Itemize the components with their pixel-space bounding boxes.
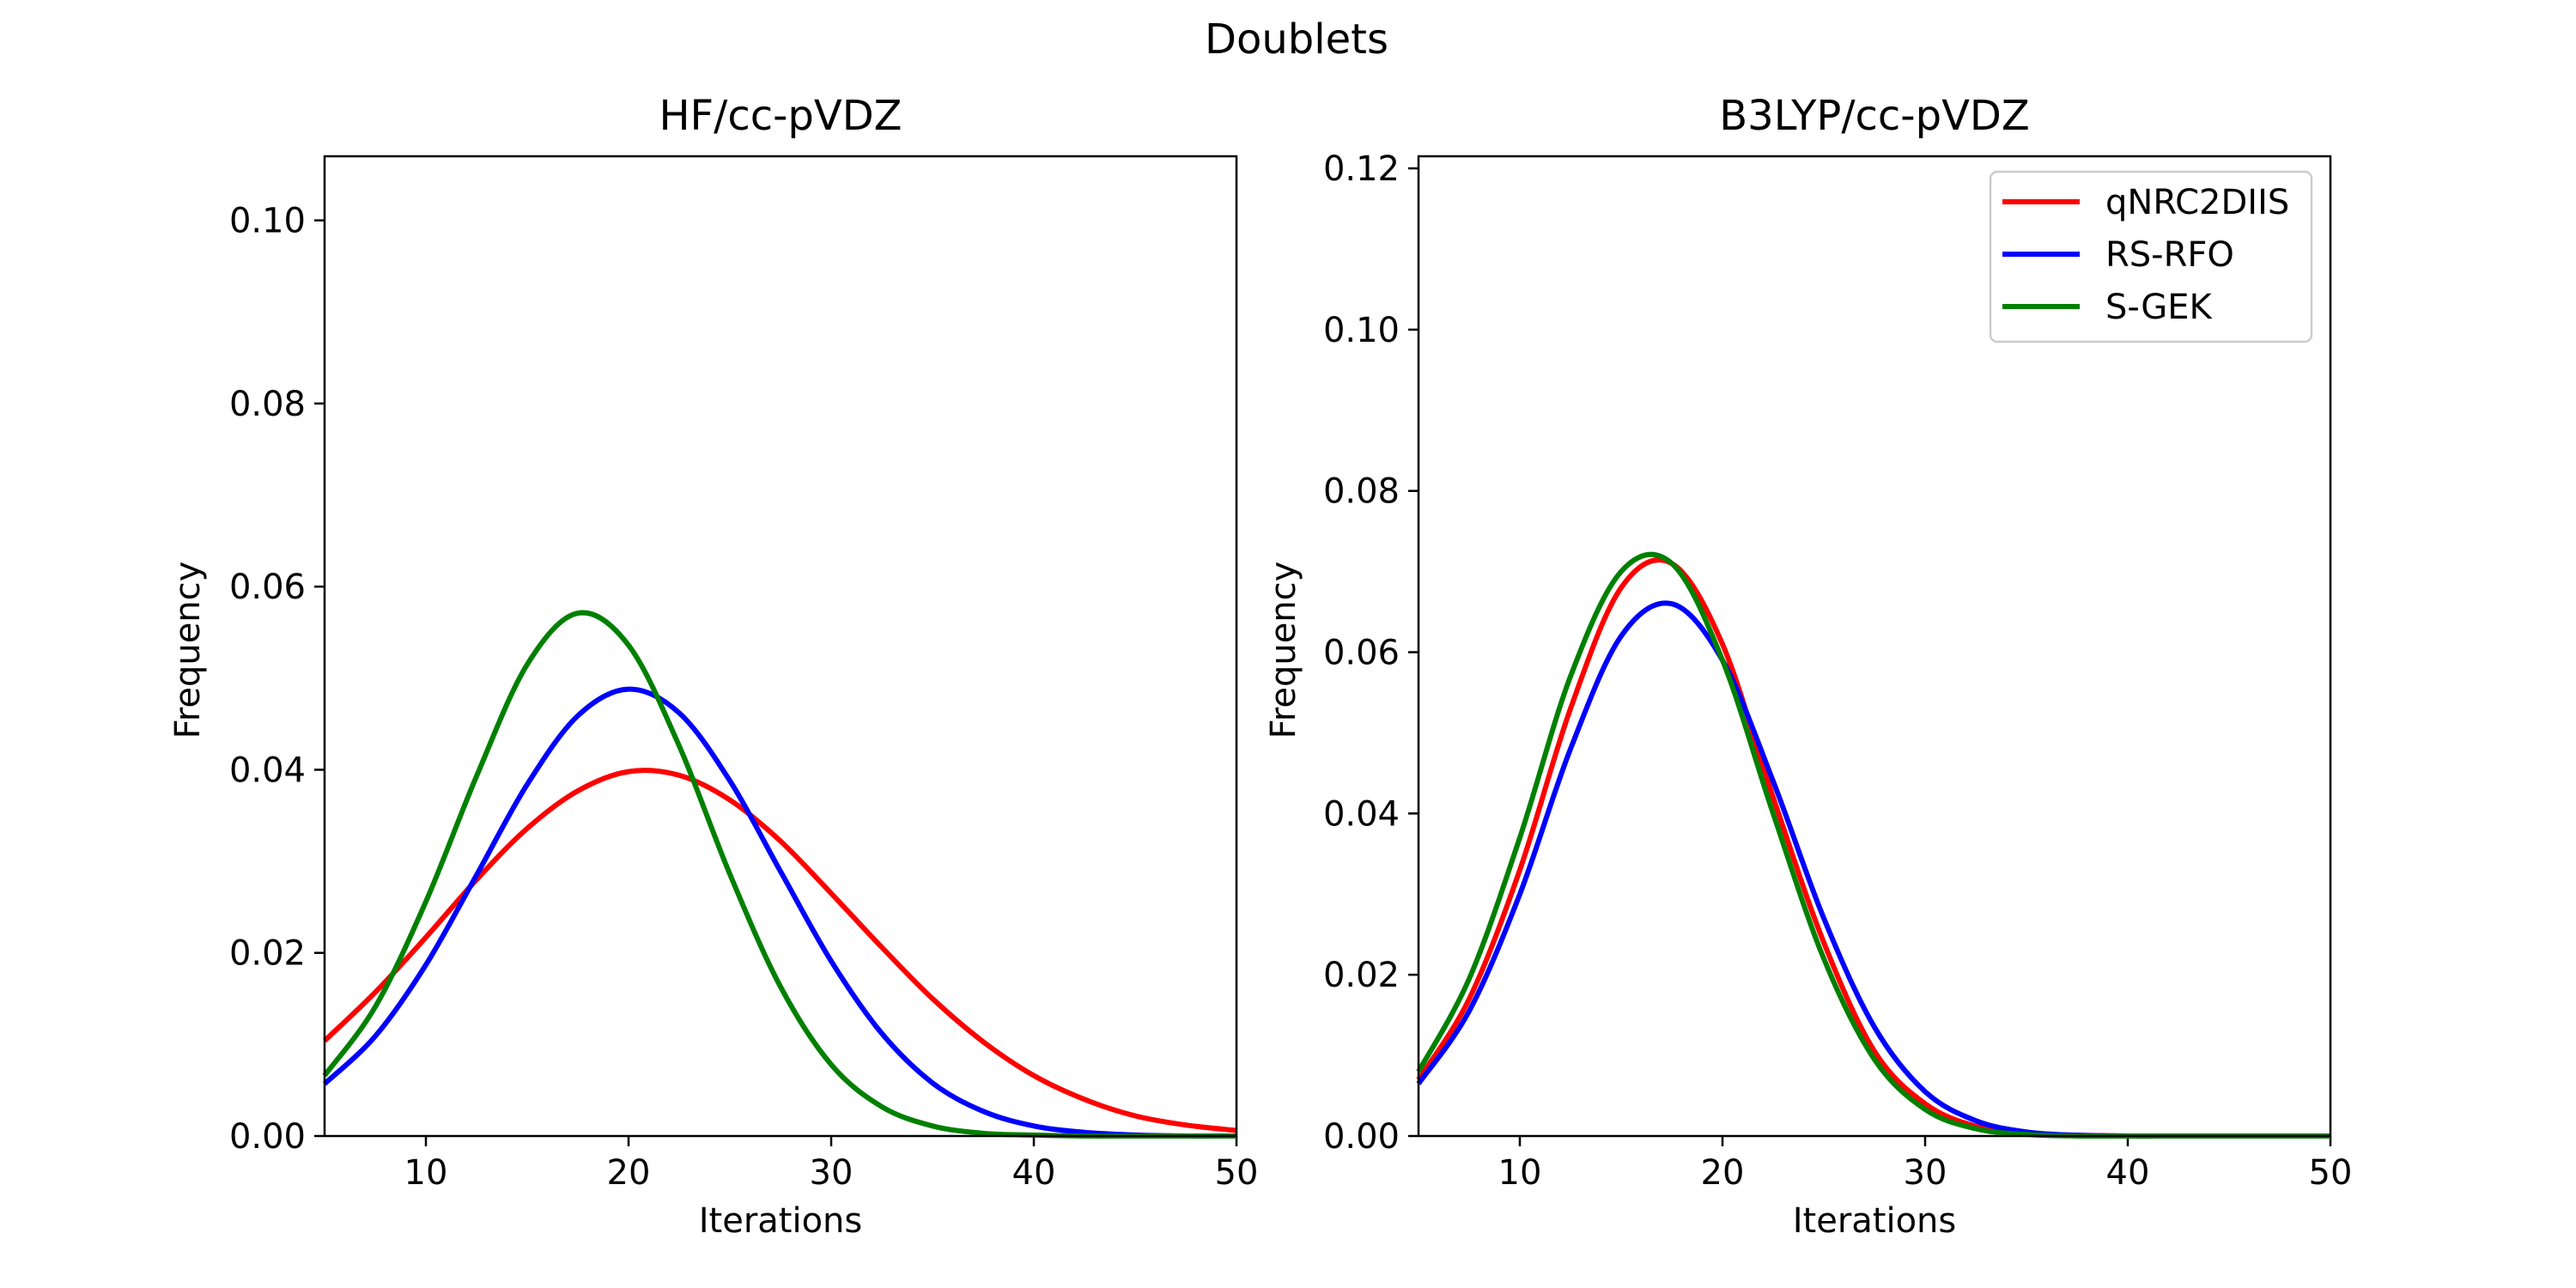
plot-frame (1417, 155, 2332, 1138)
chart-hf-cc-pvdz: HF/cc-pVDZ Iterations Frequency 10 20 30 40… (168, 92, 1258, 1241)
y-tick-label: 0.02 (1323, 956, 1400, 995)
x-axis-label: Iterations (699, 1201, 863, 1241)
y-tick-label: 0.04 (1323, 794, 1400, 834)
y-tick-label: 0.02 (229, 934, 306, 974)
x-tick-label: 10 (404, 1153, 448, 1193)
x-axis-label: Iterations (1793, 1201, 1957, 1241)
y-axis-label: Frequency (1264, 562, 1303, 739)
chart-title: B3LYP/cc-pVDZ (1719, 92, 2030, 140)
series-line-qnrc2diis (1416, 557, 2330, 1139)
x-tick-label: 10 (1498, 1153, 1542, 1193)
legend-label-rs-rfo: RS-RFO (2105, 235, 2234, 275)
legend-label-s-gek: S-GEK (2105, 288, 2214, 327)
y-tick-label: 0.06 (1323, 634, 1400, 673)
series-line-rs-rfo (322, 686, 1237, 1139)
legend: qNRC2DIIS RS-RFO S-GEK (1989, 170, 2313, 343)
y-tick-label: 0.00 (1323, 1117, 1400, 1157)
x-tick-label: 20 (607, 1153, 651, 1193)
chart-title: HF/cc-pVDZ (659, 92, 902, 140)
ticks: 10 20 30 40 50 0.00 0.02 0.04 0.06 0.08 0.10 0.12 (1323, 149, 2353, 1193)
series-lines (1416, 551, 2330, 1139)
y-axis-label: Frequency (168, 562, 208, 739)
y-tick-label: 0.08 (1323, 472, 1400, 512)
y-tick-label: 0.00 (229, 1117, 306, 1157)
y-tick-label: 0.04 (229, 750, 306, 790)
ticks: 10 20 30 40 50 0.00 0.02 0.04 0.06 0.08 0.10 (229, 202, 1259, 1193)
series-lines (322, 610, 1237, 1139)
x-tick-label: 30 (810, 1153, 854, 1193)
y-tick-label: 0.12 (1323, 149, 1400, 189)
x-tick-label: 20 (1701, 1153, 1745, 1193)
x-tick-label: 50 (1215, 1153, 1259, 1193)
legend-box (1989, 170, 2313, 343)
y-tick-label: 0.08 (229, 385, 306, 424)
x-tick-label: 40 (1012, 1153, 1056, 1193)
x-tick-label: 30 (1904, 1153, 1947, 1193)
x-tick-label: 50 (2309, 1153, 2353, 1193)
y-tick-label: 0.10 (1323, 311, 1400, 350)
series-line-qnrc2diis (322, 768, 1237, 1133)
figure-title: Doublets (1205, 15, 1388, 64)
x-tick-label: 40 (2106, 1153, 2150, 1193)
legend-label-qnrc2diis: qNRC2DIIS (2105, 183, 2289, 222)
y-tick-label: 0.10 (229, 202, 306, 241)
y-tick-label: 0.06 (229, 568, 306, 607)
plot-frame (323, 155, 1238, 1138)
chart-b3lyp-cc-pvdz: B3LYP/cc-pVDZ Iterations Frequency 10 20 3… (1264, 92, 2352, 1241)
